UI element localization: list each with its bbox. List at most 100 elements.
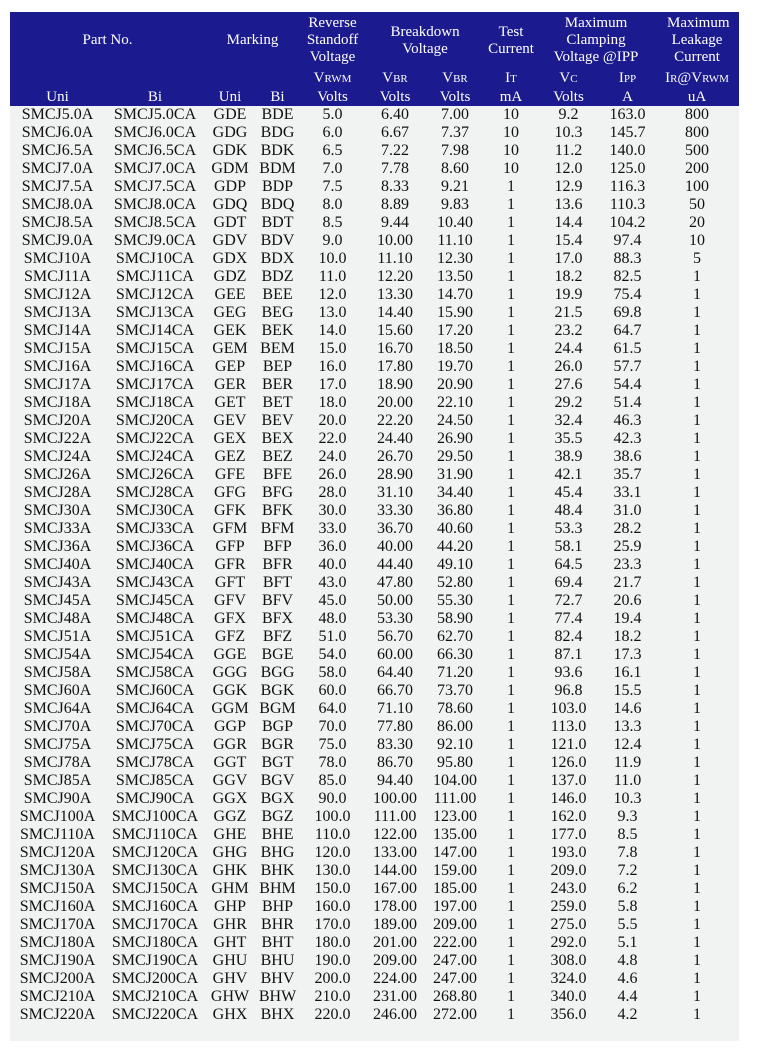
cell-part-bi: SMCJ54CA <box>115 646 195 663</box>
cell-part-uni: SMCJ43A <box>23 574 92 591</box>
cell-vbr-max: 111.00 <box>433 790 477 807</box>
cell-ir: 1 <box>693 358 702 375</box>
cell-marking-bi: BHE <box>261 826 294 843</box>
cell-part-bi: SMCJ6.0CA <box>113 124 197 141</box>
cell-marking-bi: BDT <box>261 214 294 231</box>
cell-vbr-max: 9.83 <box>441 196 470 213</box>
cell-ipp: 125.0 <box>609 160 646 177</box>
cell-ir: 1 <box>693 754 702 771</box>
cell-ir: 20 <box>689 214 706 231</box>
cell-marking-uni: GEZ <box>214 448 246 465</box>
cell-ir: 1 <box>693 538 702 555</box>
cell-part-bi: SMCJ70CA <box>115 718 195 735</box>
cell-vc: 14.4 <box>554 214 583 231</box>
cell-vc: 12.9 <box>554 178 583 195</box>
cell-vrwm: 12.0 <box>318 286 347 303</box>
cell-it: 1 <box>507 934 516 951</box>
cell-marking-bi: BEK <box>261 322 294 339</box>
cell-marking-bi: BFZ <box>262 628 293 645</box>
cell-vbr-min: 24.40 <box>377 430 414 447</box>
header-max-leakage-current: Maximum Leakage Current <box>655 12 740 69</box>
cell-vrwm: 18.0 <box>318 394 347 411</box>
cell-vrwm: 170.0 <box>314 916 351 933</box>
cell-vc: 292.0 <box>550 934 587 951</box>
cell-vbr-min: 224.00 <box>373 970 418 987</box>
cell-vrwm: 64.0 <box>318 700 347 717</box>
cell-ipp: 6.2 <box>617 880 638 897</box>
cell-vc: 356.0 <box>550 1006 587 1023</box>
cell-vbr-max: 58.90 <box>437 610 474 627</box>
cell-part-uni: SMCJ5.0A <box>21 106 94 123</box>
cell-vc: 209.0 <box>550 862 587 879</box>
table-body: SMCJ5.0A SMCJ5.0CA GDE BDE 5.0 6.40 7.00 10 9.2 1… <box>10 106 739 1024</box>
cell-vc: 64.5 <box>554 556 583 573</box>
cell-ipp: 97.4 <box>613 232 642 249</box>
cell-ipp: 18.2 <box>613 628 642 645</box>
cell-marking-bi: BEV <box>261 412 294 429</box>
cell-vbr-max: 15.90 <box>437 304 474 321</box>
cell-part-uni: SMCJ14A <box>23 322 92 339</box>
cell-vbr-min: 12.20 <box>377 268 414 285</box>
cell-vc: 32.4 <box>554 412 583 429</box>
cell-vrwm: 70.0 <box>318 718 347 735</box>
cell-ipp: 15.5 <box>613 682 642 699</box>
cell-marking-uni: GEK <box>213 322 247 339</box>
cell-it: 1 <box>507 322 516 339</box>
cell-ir: 200 <box>685 160 710 177</box>
cell-vrwm: 40.0 <box>318 556 347 573</box>
cell-vrwm: 150.0 <box>314 880 351 897</box>
table-row: SMCJ8.5A SMCJ8.5CA GDT BDT 8.5 9.44 10.40 1 14.4… <box>10 214 739 232</box>
cell-it: 1 <box>507 844 516 861</box>
cell-ipp: 5.5 <box>617 916 638 933</box>
cell-it: 1 <box>507 466 516 483</box>
table-row: SMCJ12A SMCJ12CA GEE BEE 12.0 13.30 14.70 1 19.9… <box>10 286 739 304</box>
header-reverse-standoff-voltage: Reverse Standoff Voltage <box>300 12 366 69</box>
cell-ir: 1 <box>693 304 702 321</box>
cell-part-bi: SMCJ8.0CA <box>113 196 197 213</box>
cell-it: 1 <box>507 790 516 807</box>
cell-marking-uni: GGK <box>212 682 248 699</box>
cell-it: 1 <box>507 916 516 933</box>
cell-vrwm: 15.0 <box>318 340 347 357</box>
cell-marking-bi: BGZ <box>261 808 294 825</box>
cell-vc: 19.9 <box>554 286 583 303</box>
header-max-clamping-voltage: Maximum Clamping Voltage @IPP <box>537 12 656 69</box>
cell-ir: 1 <box>693 340 702 357</box>
cell-ir: 1 <box>693 682 702 699</box>
header-part-no: Part No. <box>10 12 205 69</box>
cell-part-uni: SMCJ15A <box>23 340 92 357</box>
cell-marking-bi: BDP <box>261 178 294 195</box>
cell-ipp: 110.3 <box>609 196 646 213</box>
cell-ipp: 54.4 <box>613 376 642 393</box>
cell-ipp: 20.6 <box>613 592 642 609</box>
cell-vrwm: 54.0 <box>318 646 347 663</box>
cell-vbr-min: 8.33 <box>381 178 410 195</box>
cell-part-bi: SMCJ58CA <box>115 664 195 681</box>
cell-vbr-min: 144.00 <box>373 862 418 879</box>
cell-part-uni: SMCJ54A <box>23 646 92 663</box>
cell-it: 1 <box>507 826 516 843</box>
cell-vrwm: 30.0 <box>318 502 347 519</box>
cell-vbr-min: 9.44 <box>381 214 410 231</box>
cell-ipp: 7.8 <box>617 844 638 861</box>
cell-marking-bi: BHK <box>260 862 295 879</box>
table-row: SMCJ78A SMCJ78CA GGT BGT 78.0 86.70 95.80 1 126.… <box>10 754 739 772</box>
cell-vbr-max: 29.50 <box>437 448 474 465</box>
cell-vc: 275.0 <box>550 916 587 933</box>
cell-ipp: 163.0 <box>609 106 646 123</box>
cell-vbr-min: 50.00 <box>377 592 414 609</box>
cell-part-bi: SMCJ7.5CA <box>113 178 197 195</box>
table-row: SMCJ15A SMCJ15CA GEM BEM 15.0 16.70 18.50 1 24.4… <box>10 340 739 358</box>
cell-it: 1 <box>507 430 516 447</box>
cell-vrwm: 130.0 <box>314 862 351 879</box>
cell-ir: 1 <box>693 664 702 681</box>
cell-part-bi: SMCJ75CA <box>115 736 195 753</box>
cell-it: 1 <box>507 448 516 465</box>
cell-ipp: 7.2 <box>617 862 638 879</box>
cell-ir: 1 <box>693 430 702 447</box>
cell-vbr-max: 11.10 <box>437 232 473 249</box>
table-row: SMCJ6.0A SMCJ6.0CA GDG BDG 6.0 6.67 7.37 10 10.3… <box>10 124 739 142</box>
cell-vc: 10.3 <box>554 124 583 141</box>
cell-vbr-min: 33.30 <box>377 502 414 519</box>
cell-marking-uni: GEM <box>212 340 248 357</box>
